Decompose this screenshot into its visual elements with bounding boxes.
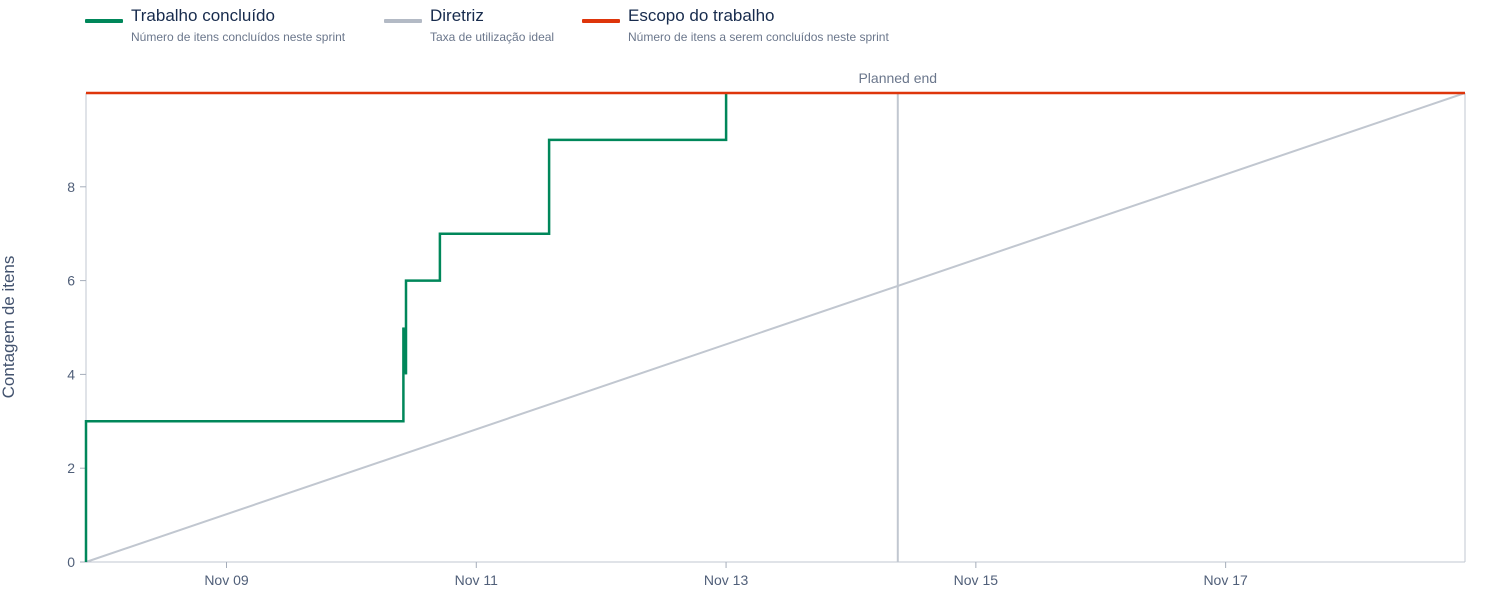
legend-title: Diretriz [430, 6, 484, 25]
y-tick-label: 8 [67, 179, 75, 195]
legend-description: Número de itens concluídos neste sprint [131, 30, 346, 44]
legend-swatch [85, 19, 123, 23]
legend-description: Número de itens a serem concluídos neste… [628, 30, 889, 44]
series-line-diretriz [85, 92, 1466, 563]
chart-markers: Planned end [858, 70, 937, 562]
y-tick-label: 0 [67, 554, 75, 570]
y-tick-label: 4 [67, 366, 75, 382]
legend-swatch [582, 19, 620, 23]
x-tick-label: Nov 17 [1203, 572, 1248, 588]
y-tick-label: 6 [67, 273, 75, 289]
series-line-trabalho-concluido [84, 93, 728, 562]
chart-series [84, 91, 1466, 563]
x-tick-label: Nov 13 [704, 572, 749, 588]
legend-title: Trabalho concluído [131, 6, 275, 25]
x-tick-label: Nov 11 [455, 572, 499, 588]
y-tick-label: 2 [67, 460, 75, 476]
x-tick-label: Nov 09 [204, 572, 249, 588]
legend-title: Escopo do trabalho [628, 6, 775, 25]
planned-end-label: Planned end [858, 70, 937, 86]
axes: 0 2 4 6 8 Nov 09 Nov 11 Nov 13 Nov 15 Nov 17 [67, 93, 1466, 588]
legend-swatch [384, 19, 422, 23]
chart-legend: Trabalho concluído Número de itens concl… [0, 0, 1498, 50]
y-axis-title: Contagem de itens [0, 256, 18, 399]
x-tick-label: Nov 15 [954, 572, 999, 588]
legend-description: Taxa de utilização ideal [430, 30, 555, 44]
